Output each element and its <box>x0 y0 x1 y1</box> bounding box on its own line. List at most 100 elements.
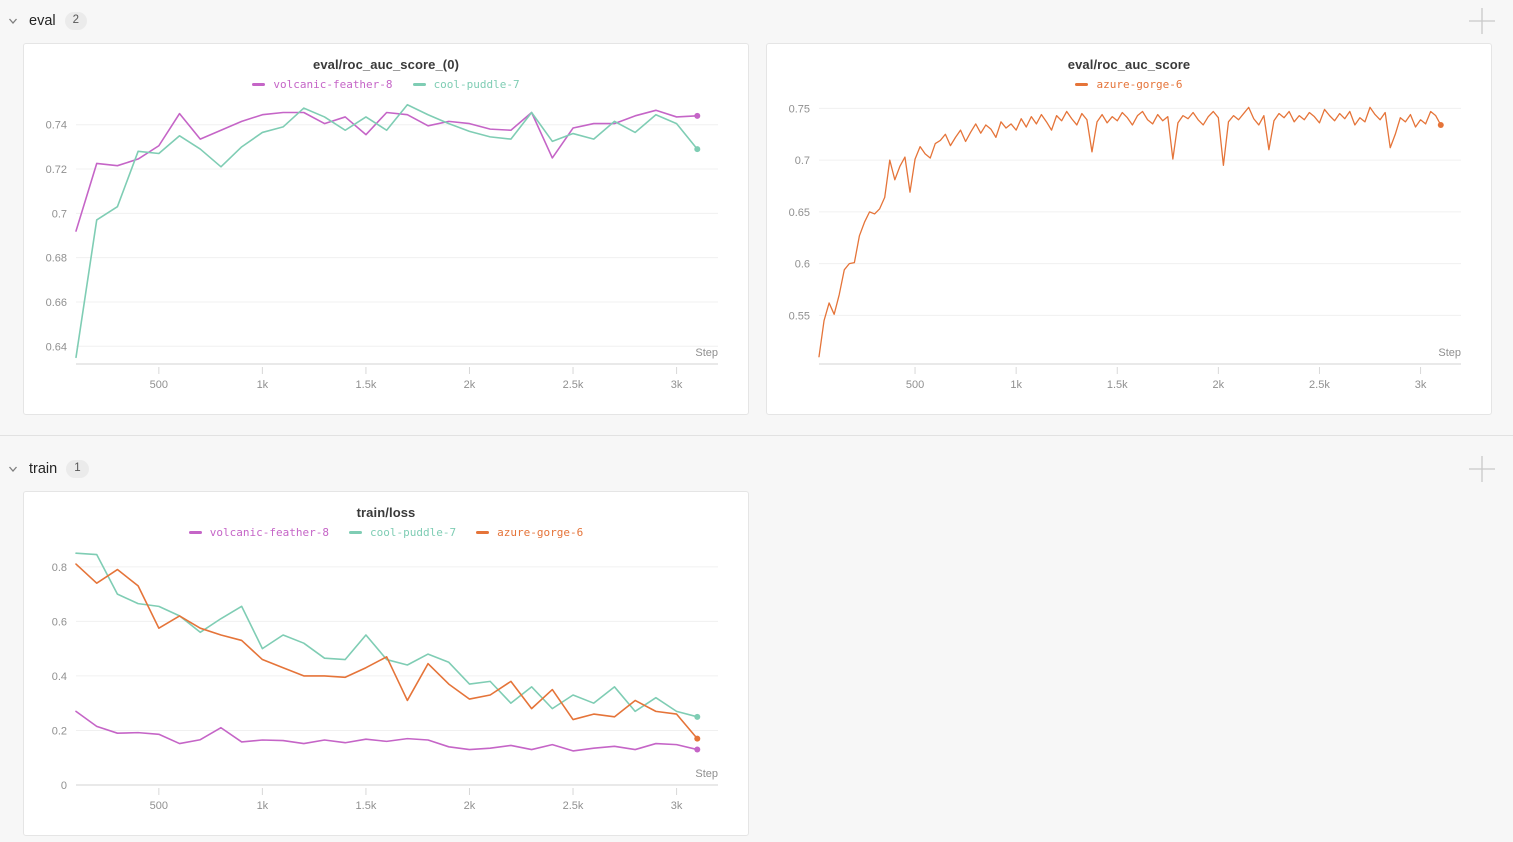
series-line-cool-puddle-7[interactable] <box>75 103 699 359</box>
legend-item-cool-puddle-7[interactable]: cool-puddle-7 <box>412 78 520 91</box>
svg-text:1k: 1k <box>257 379 269 391</box>
legend-color-swatch <box>1075 83 1089 86</box>
svg-text:3k: 3k <box>671 379 683 391</box>
svg-text:0.2: 0.2 <box>52 725 67 737</box>
legend-color-swatch <box>476 531 490 534</box>
series-line-cool-puddle-7[interactable] <box>75 552 699 718</box>
svg-text:0.66: 0.66 <box>46 297 67 309</box>
section-title: train <box>29 461 58 477</box>
svg-text:2.5k: 2.5k <box>1309 379 1330 391</box>
svg-text:3k: 3k <box>671 800 683 812</box>
legend-run-name: azure-gorge-6 <box>497 526 584 539</box>
svg-text:0.65: 0.65 <box>789 207 810 219</box>
svg-text:500: 500 <box>150 800 168 812</box>
section-panel-count-badge: 2 <box>64 12 88 30</box>
series-line-azure-gorge-6[interactable] <box>818 106 1442 358</box>
legend-run-name: volcanic-feather-8 <box>209 526 330 539</box>
svg-text:2.5k: 2.5k <box>563 379 584 391</box>
gridlines: 0 0.2 0.4 0.6 0.8 500 1k 1.5k 2k 2.5k 3k <box>52 562 718 812</box>
chart-panel-roc-auc-score[interactable]: eval/roc_auc_score azure-gorge-6 0.55 0.6 0.… <box>766 43 1492 415</box>
chart-roc-auc-score-0[interactable]: eval/roc_auc_score_(0) volcanic-feather-8… <box>24 44 748 414</box>
chart-title: eval/roc_auc_score <box>1067 57 1191 72</box>
collapse-section-button[interactable] <box>6 14 20 28</box>
legend-run-name: volcanic-feather-8 <box>273 78 393 91</box>
chevron-down-icon <box>9 466 17 472</box>
svg-text:1k: 1k <box>1010 379 1022 391</box>
series-line-azure-gorge-6[interactable] <box>75 563 699 740</box>
series-endpoint-volcanic-feather-8 <box>694 112 701 119</box>
svg-text:0.74: 0.74 <box>46 120 67 132</box>
chart-legend: azure-gorge-6 <box>779 78 1479 91</box>
section-train: train 1 train/loss volcanic-feather-8 cool… <box>0 435 1513 836</box>
series-endpoint-cool-puddle-7 <box>694 713 701 720</box>
add-panel-button[interactable] <box>1467 6 1497 36</box>
chart-title: eval/roc_auc_score_(0) <box>312 57 459 72</box>
svg-text:1.5k: 1.5k <box>356 800 377 812</box>
svg-text:2k: 2k <box>1213 379 1225 391</box>
chart-panel-train-loss[interactable]: train/loss volcanic-feather-8 cool-puddle-… <box>23 491 749 836</box>
panel-grid-eval: eval/roc_auc_score_(0) volcanic-feather-8… <box>23 43 1492 415</box>
svg-text:0: 0 <box>61 780 67 792</box>
gridlines: 0.64 0.66 0.68 0.7 0.72 0.74 500 1k 1.5k 2k 2.5k 3k <box>46 120 718 391</box>
series-endpoint-volcanic-feather-8 <box>694 746 701 753</box>
x-axis-label: Step <box>695 347 718 359</box>
chevron-down-icon <box>9 18 17 24</box>
svg-text:2.5k: 2.5k <box>563 800 584 812</box>
series-endpoint-azure-gorge-6 <box>1437 121 1444 128</box>
chart-plot[interactable]: 0.64 0.66 0.68 0.7 0.72 0.74 500 1k 1.5k 2k 2.5k 3k… <box>36 91 736 400</box>
series-endpoint-azure-gorge-6 <box>694 735 701 742</box>
add-panel-button[interactable] <box>1467 454 1497 484</box>
gridlines: 0.55 0.6 0.65 0.7 0.75 500 1k 1.5k 2k 2.5k 3k <box>789 103 1461 391</box>
plus-icon <box>1469 8 1495 34</box>
plus-icon <box>1469 456 1495 482</box>
svg-text:0.64: 0.64 <box>46 341 67 353</box>
svg-text:0.8: 0.8 <box>52 562 67 574</box>
svg-text:0.6: 0.6 <box>795 259 810 271</box>
chart-title: train/loss <box>356 505 416 520</box>
section-header-train[interactable]: train 1 <box>0 448 1513 482</box>
legend-item-azure-gorge-6[interactable]: azure-gorge-6 <box>476 526 583 539</box>
legend-item-cool-puddle-7[interactable]: cool-puddle-7 <box>349 526 456 539</box>
legend-color-swatch <box>252 83 266 86</box>
legend-color-swatch <box>349 531 363 534</box>
svg-text:2k: 2k <box>464 800 476 812</box>
series-endpoint-cool-puddle-7 <box>694 146 701 153</box>
collapse-section-button[interactable] <box>6 462 20 476</box>
chart-plot[interactable]: 0.55 0.6 0.65 0.7 0.75 500 1k 1.5k 2k 2.5k 3k Step <box>779 91 1479 400</box>
section-header-eval[interactable]: eval 2 <box>0 0 1513 34</box>
svg-text:0.68: 0.68 <box>46 253 67 265</box>
svg-text:0.75: 0.75 <box>789 103 810 115</box>
legend-color-swatch <box>412 83 426 86</box>
panel-grid-train: train/loss volcanic-feather-8 cool-puddle-… <box>23 491 1492 836</box>
legend-run-name: cool-puddle-7 <box>433 78 520 91</box>
svg-text:1k: 1k <box>257 800 269 812</box>
svg-text:500: 500 <box>150 379 168 391</box>
legend-color-swatch <box>188 531 202 534</box>
chart-legend: volcanic-feather-8 cool-puddle-7 <box>36 78 736 91</box>
svg-text:0.7: 0.7 <box>795 155 810 167</box>
chart-panel-roc-auc-score-0[interactable]: eval/roc_auc_score_(0) volcanic-feather-8… <box>23 43 749 415</box>
chart-legend: volcanic-feather-8 cool-puddle-7 azure-gor… <box>36 526 736 539</box>
series-line-volcanic-feather-8[interactable] <box>75 710 699 752</box>
svg-text:0.55: 0.55 <box>789 310 810 322</box>
legend-run-name: cool-puddle-7 <box>370 526 457 539</box>
x-axis-label: Step <box>695 768 718 780</box>
svg-text:3k: 3k <box>1415 379 1427 391</box>
svg-text:0.72: 0.72 <box>46 164 67 176</box>
section-eval: eval 2 eval/roc_auc_score_(0) volcanic-fe… <box>0 0 1513 415</box>
svg-text:2k: 2k <box>464 379 476 391</box>
section-panel-count-badge: 1 <box>66 460 89 478</box>
svg-text:1.5k: 1.5k <box>356 379 377 391</box>
legend-run-name: azure-gorge-6 <box>1096 78 1183 91</box>
svg-text:0.4: 0.4 <box>52 671 67 683</box>
chart-plot[interactable]: 0 0.2 0.4 0.6 0.8 500 1k 1.5k 2k 2.5k 3k Step <box>36 539 736 821</box>
svg-text:0.7: 0.7 <box>52 208 67 220</box>
legend-item-volcanic-feather-8[interactable]: volcanic-feather-8 <box>188 526 330 539</box>
series-line-volcanic-feather-8[interactable] <box>75 109 699 232</box>
x-axis-label: Step <box>1438 347 1461 359</box>
chart-train-loss[interactable]: train/loss volcanic-feather-8 cool-puddle-… <box>24 492 748 835</box>
legend-item-azure-gorge-6[interactable]: azure-gorge-6 <box>1075 78 1183 91</box>
section-title: eval <box>29 13 56 29</box>
legend-item-volcanic-feather-8[interactable]: volcanic-feather-8 <box>252 78 393 91</box>
chart-roc-auc-score[interactable]: eval/roc_auc_score azure-gorge-6 0.55 0.6 0.… <box>767 44 1491 414</box>
